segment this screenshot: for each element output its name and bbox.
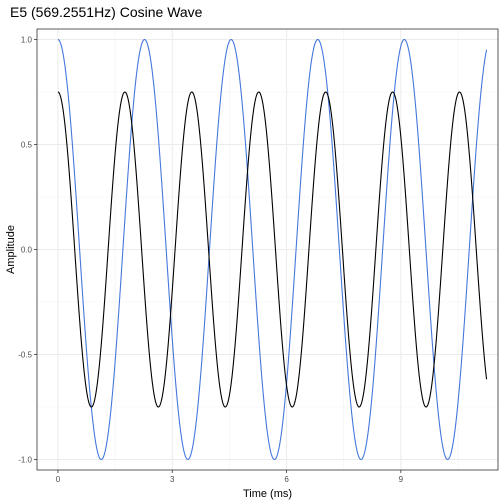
y-tick-label: 0.5 <box>21 141 33 150</box>
major-gridlines <box>37 29 498 470</box>
y-tick-label: -0.5 <box>18 351 32 360</box>
x-tick-label: 9 <box>399 475 404 484</box>
x-tick-label: 3 <box>170 475 175 484</box>
y-axis-ticks: -1.0 -0.5 0.0 0.5 1.0 <box>18 36 37 465</box>
x-tick-label: 6 <box>284 475 289 484</box>
chart-title: E5 (569.2551Hz) Cosine Wave <box>10 4 203 20</box>
y-tick-label: 0.0 <box>21 246 33 255</box>
series-line-1 <box>57 38 488 461</box>
y-tick-label: 1.0 <box>21 36 33 45</box>
x-axis-ticks: 0 3 6 9 <box>56 470 404 484</box>
series-line-2 <box>57 91 488 408</box>
x-axis-title: Time (ms) <box>243 488 292 500</box>
plot-panel <box>36 28 499 471</box>
x-tick-label: 0 <box>56 475 61 484</box>
series-layer <box>57 38 488 461</box>
y-tick-label: -1.0 <box>18 456 32 465</box>
y-axis-title: Amplitude <box>5 225 17 274</box>
